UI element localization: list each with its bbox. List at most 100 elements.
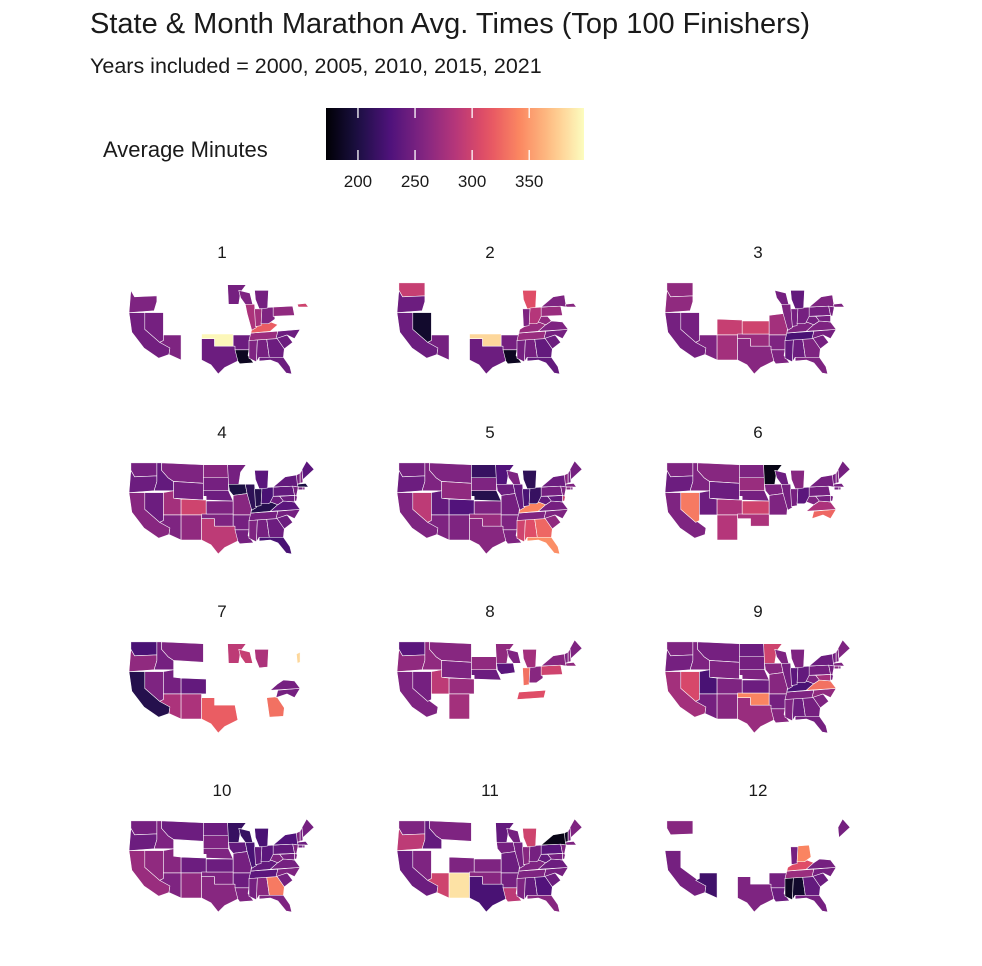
facet-label-month-1: 1 bbox=[217, 243, 227, 262]
state-tile-mn bbox=[763, 464, 783, 485]
state-tile-me bbox=[837, 639, 851, 659]
state-tile-ny bbox=[540, 474, 567, 488]
state-tile-tn bbox=[516, 330, 547, 341]
state-tile-me bbox=[837, 460, 851, 480]
state-tile-ny bbox=[540, 653, 567, 667]
state-tile-il bbox=[244, 483, 257, 511]
facet-map-month-3 bbox=[664, 282, 845, 375]
state-tile-ks bbox=[473, 858, 502, 873]
state-tile-ny bbox=[808, 653, 835, 667]
state-tile-co bbox=[180, 498, 207, 516]
state-tile-ms bbox=[516, 877, 526, 901]
state-tile-ri bbox=[838, 665, 842, 670]
state-tile-wi bbox=[238, 649, 253, 664]
state-tile-ny bbox=[808, 474, 835, 488]
state-tile-ms bbox=[784, 698, 794, 722]
chart-subtitle: Years included = 2000, 2005, 2010, 2015,… bbox=[90, 54, 542, 78]
facet-label-month-7: 7 bbox=[217, 602, 227, 621]
state-tile-ma bbox=[565, 303, 577, 308]
state-tile-mn bbox=[495, 643, 515, 664]
facet-map-month-11 bbox=[396, 818, 583, 913]
state-tile-in bbox=[790, 846, 799, 865]
state-tile-de bbox=[830, 495, 834, 502]
state-tile-az bbox=[695, 872, 718, 899]
state-tile-ks bbox=[741, 679, 770, 694]
state-tile-tn bbox=[516, 510, 547, 521]
state-tile-ct bbox=[833, 665, 840, 670]
state-tile-co bbox=[716, 318, 743, 336]
facet-map-month-9 bbox=[664, 639, 851, 734]
state-tile-me bbox=[569, 639, 583, 659]
state-tile-ne bbox=[203, 490, 234, 502]
state-tile-vt bbox=[564, 651, 569, 664]
state-tile-ma bbox=[565, 483, 577, 488]
state-tile-mt bbox=[161, 641, 204, 663]
state-tile-ar bbox=[768, 334, 788, 351]
state-tile-tn bbox=[516, 868, 547, 879]
state-tile-tn bbox=[516, 689, 547, 700]
state-tile-wv bbox=[538, 496, 552, 505]
facet-label-month-5: 5 bbox=[485, 423, 495, 442]
state-tile-ut bbox=[163, 669, 182, 695]
state-tile-fl bbox=[794, 715, 829, 734]
state-tile-tn bbox=[784, 330, 815, 341]
state-tile-vt bbox=[564, 472, 569, 485]
state-tile-wy bbox=[709, 481, 740, 501]
state-tile-fl bbox=[258, 356, 293, 375]
state-tile-me bbox=[569, 460, 583, 480]
state-tile-fl bbox=[526, 536, 561, 555]
state-tile-mn bbox=[227, 464, 247, 485]
state-tile-ct bbox=[297, 486, 304, 491]
state-tile-va bbox=[538, 320, 569, 332]
facet-map-month-10 bbox=[128, 818, 315, 913]
state-tile-wa bbox=[666, 462, 694, 478]
state-tile-il bbox=[244, 841, 257, 869]
facet-label-month-3: 3 bbox=[753, 243, 763, 262]
state-tile-nd bbox=[471, 464, 497, 479]
state-tile-nm bbox=[180, 872, 202, 899]
facet-map-month-2 bbox=[396, 282, 577, 375]
state-tile-mi bbox=[522, 828, 537, 848]
state-tile-ks bbox=[205, 858, 234, 873]
state-tile-az bbox=[159, 334, 182, 361]
state-tile-vt bbox=[296, 651, 301, 664]
state-tile-wa bbox=[130, 820, 158, 836]
state-tile-ar bbox=[500, 334, 520, 351]
state-tile-in bbox=[522, 308, 531, 327]
state-tile-fl bbox=[526, 356, 561, 375]
state-tile-ok bbox=[469, 333, 502, 347]
state-tile-mi bbox=[790, 649, 805, 669]
state-tile-wi bbox=[238, 828, 253, 843]
state-tile-wv bbox=[806, 496, 820, 505]
state-tile-wi bbox=[506, 828, 521, 843]
state-tile-wa bbox=[398, 282, 426, 298]
state-tile-ar bbox=[768, 872, 788, 889]
state-tile-me bbox=[301, 460, 315, 480]
state-tile-ct bbox=[565, 486, 572, 491]
state-tile-mn bbox=[227, 822, 247, 843]
state-tile-va bbox=[270, 679, 301, 691]
legend-tick-label: 300 bbox=[457, 172, 487, 191]
state-tile-mn bbox=[495, 464, 515, 485]
state-tile-pa bbox=[540, 664, 563, 676]
state-tile-oh bbox=[260, 306, 276, 325]
state-tile-wa bbox=[666, 282, 694, 298]
state-tile-co bbox=[448, 498, 475, 516]
state-tile-co bbox=[716, 677, 743, 695]
state-tile-wi bbox=[506, 649, 521, 664]
state-tile-mi bbox=[790, 290, 805, 310]
legend-tick-label: 250 bbox=[400, 172, 430, 191]
state-tile-co bbox=[448, 856, 475, 874]
state-tile-sd bbox=[203, 835, 229, 850]
state-tile-sd bbox=[739, 656, 765, 671]
state-tile-ri bbox=[838, 486, 842, 491]
state-tile-fl bbox=[794, 356, 829, 375]
state-tile-ri bbox=[570, 486, 574, 491]
state-tile-wi bbox=[774, 649, 789, 664]
state-tile-ar bbox=[500, 514, 520, 531]
state-tile-nd bbox=[739, 643, 765, 658]
state-tile-nm bbox=[716, 514, 738, 541]
state-tile-pa bbox=[272, 843, 295, 855]
state-tile-wa bbox=[398, 641, 426, 657]
